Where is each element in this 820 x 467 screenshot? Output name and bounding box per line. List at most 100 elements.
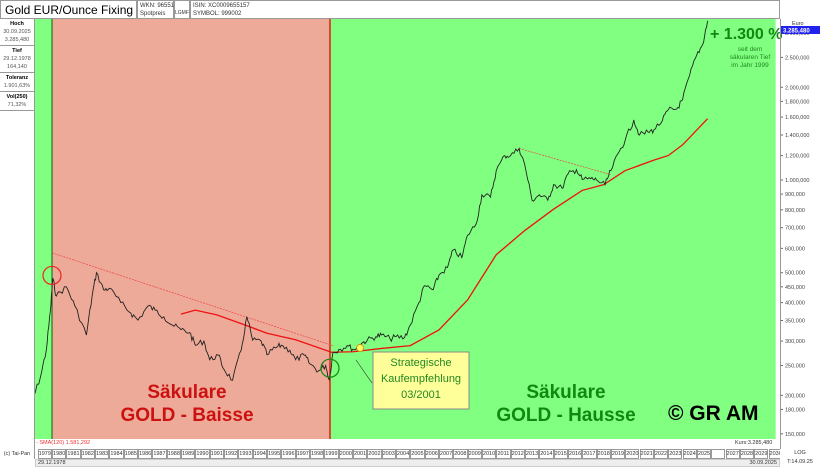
y-axis-line [780, 19, 781, 449]
x-tick: 1985 [123, 449, 138, 459]
sma-legend: - SMA(120) 1.581,292 [36, 440, 91, 446]
current-value: 3.285,480 [783, 29, 810, 35]
baisse-label: Säkulare [147, 382, 226, 403]
y-tick-label: 200,000 [785, 393, 805, 399]
buy-box [372, 351, 470, 410]
x-tick: 2009 [467, 449, 482, 459]
x-tick: 2005 [410, 449, 425, 459]
stat-3: Vol(250) 71,32% [0, 92, 34, 111]
scale-mode[interactable]: LOG [794, 450, 806, 456]
copyright-taipan: (c) Tai-Pan [0, 449, 35, 459]
x-tick: 2029 [754, 449, 769, 459]
stat-label: Hoch [10, 21, 24, 27]
x-tick: 1988 [166, 449, 181, 459]
y-tick-label: 1.000,000 [785, 178, 809, 184]
stat-0: Hoch 30.09.2025 3.285,480 [0, 19, 34, 46]
x-tick: 1980 [52, 449, 67, 459]
highlight-circle [42, 265, 62, 286]
y-tick-label: 300,000 [785, 339, 805, 345]
x-tick: 2028 [739, 449, 755, 459]
current-value-badge [781, 26, 820, 34]
y-tick-label: 700,000 [785, 226, 805, 232]
x-tick: 1984 [109, 449, 124, 459]
chart-title: Gold EUR/Ounce Fixing [0, 0, 137, 19]
stat-label: Tief [12, 48, 22, 54]
x-tick: 2015 [553, 449, 568, 459]
x-tick: 2018 [596, 449, 611, 459]
x-tick: 1989 [180, 449, 196, 459]
gain-label: + 1.300 % [710, 26, 783, 43]
trendline [519, 148, 611, 176]
y-tick-label: 2.000,000 [785, 85, 809, 91]
start-date: 29.12.1978 [38, 460, 66, 466]
x-tick: 1990 [195, 449, 210, 459]
x-tick: 2007 [438, 449, 454, 459]
stat-label: Toleranz [5, 75, 29, 81]
buy-box-text: Strategische [390, 357, 451, 369]
y-tick-label: 250,000 [785, 363, 805, 369]
buy-arrow [355, 359, 373, 384]
x-tick: 1991 [209, 449, 224, 459]
buy-box-text: Kaufempfehlung [381, 373, 461, 385]
wkn-box: WKN: 965515 Spotpreis [137, 0, 177, 19]
x-tick: 2001 [352, 449, 368, 459]
scale-box: LOG T:14.09.25 [780, 449, 820, 467]
gain-sub: im Jahr 1999 [731, 62, 769, 69]
x-tick: 2014 [539, 449, 554, 459]
y-tick-label: 1.400,000 [785, 133, 809, 139]
x-tick: 2023 [668, 449, 683, 459]
y-tick-label: 800,000 [785, 208, 805, 214]
hausse-label: Säkulare [526, 382, 605, 403]
stat-value: 1.901,63% [3, 83, 31, 89]
y-tick-label: 900,000 [785, 192, 805, 198]
region-hausse [35, 19, 52, 439]
x-tick: 2013 [524, 449, 540, 459]
y-tick-label: 400,000 [785, 301, 805, 307]
y-tick-label: 2.500,000 [785, 55, 809, 61]
x-tick: 2000 [338, 449, 353, 459]
end-date: 30.09.2025 [749, 460, 777, 466]
currency-label: Euro [792, 21, 804, 27]
x-tick: 1983 [94, 449, 110, 459]
y-tick-label: 1.200,000 [785, 154, 809, 160]
x-tick: 1979 [37, 449, 52, 459]
x-tick: 1981 [66, 449, 81, 459]
x-tick: 2019 [610, 449, 626, 459]
x-tick: 1999 [324, 449, 339, 459]
x-tick: 1996 [281, 449, 296, 459]
x-tick: 2012 [510, 449, 525, 459]
x-tick: 2016 [567, 449, 583, 459]
x-tick: 1993 [238, 449, 253, 459]
copyright-label: © GR AM [668, 402, 759, 425]
stat-value: 29.12.1978 [3, 56, 31, 62]
x-tick: 1992 [223, 449, 239, 459]
y-tick-label: 350,000 [785, 318, 805, 324]
y-tick-label: 600,000 [785, 246, 805, 252]
x-tick: 2025 [696, 449, 712, 459]
x-tick: 2020 [625, 449, 640, 459]
y-tick-label: 1.600,000 [785, 115, 809, 121]
buy-point-marker [356, 344, 364, 352]
price-type: Spotpreis [140, 11, 166, 17]
stat-value: 164,140 [7, 64, 27, 70]
stat-2: Toleranz 1.901,63% [0, 73, 34, 92]
x-tick: 2011 [496, 449, 511, 459]
x-tick: 2017 [582, 449, 597, 459]
y-tick-label: 450,000 [785, 285, 805, 291]
x-tick: 1997 [295, 449, 310, 459]
trendline [51, 252, 333, 346]
y-tick-label: 150,000 [785, 432, 805, 438]
x-tick: 2022 [653, 449, 669, 459]
x-tick: 2002 [367, 449, 382, 459]
x-tick: 1995 [266, 449, 282, 459]
x-tick: 1994 [252, 449, 267, 459]
stat-value: 3.285,480 [4, 37, 30, 43]
scrollbar[interactable]: 29.12.1978 30.09.2025 [35, 459, 780, 467]
x-tick: 1986 [137, 449, 153, 459]
stat-1: Tief 29.12.1978 164,140 [0, 46, 34, 73]
gain-sub: seit dem [738, 46, 763, 53]
x-tick: 2027 [725, 449, 740, 459]
region-baisse [52, 19, 331, 439]
x-tick: 2004 [395, 449, 411, 459]
